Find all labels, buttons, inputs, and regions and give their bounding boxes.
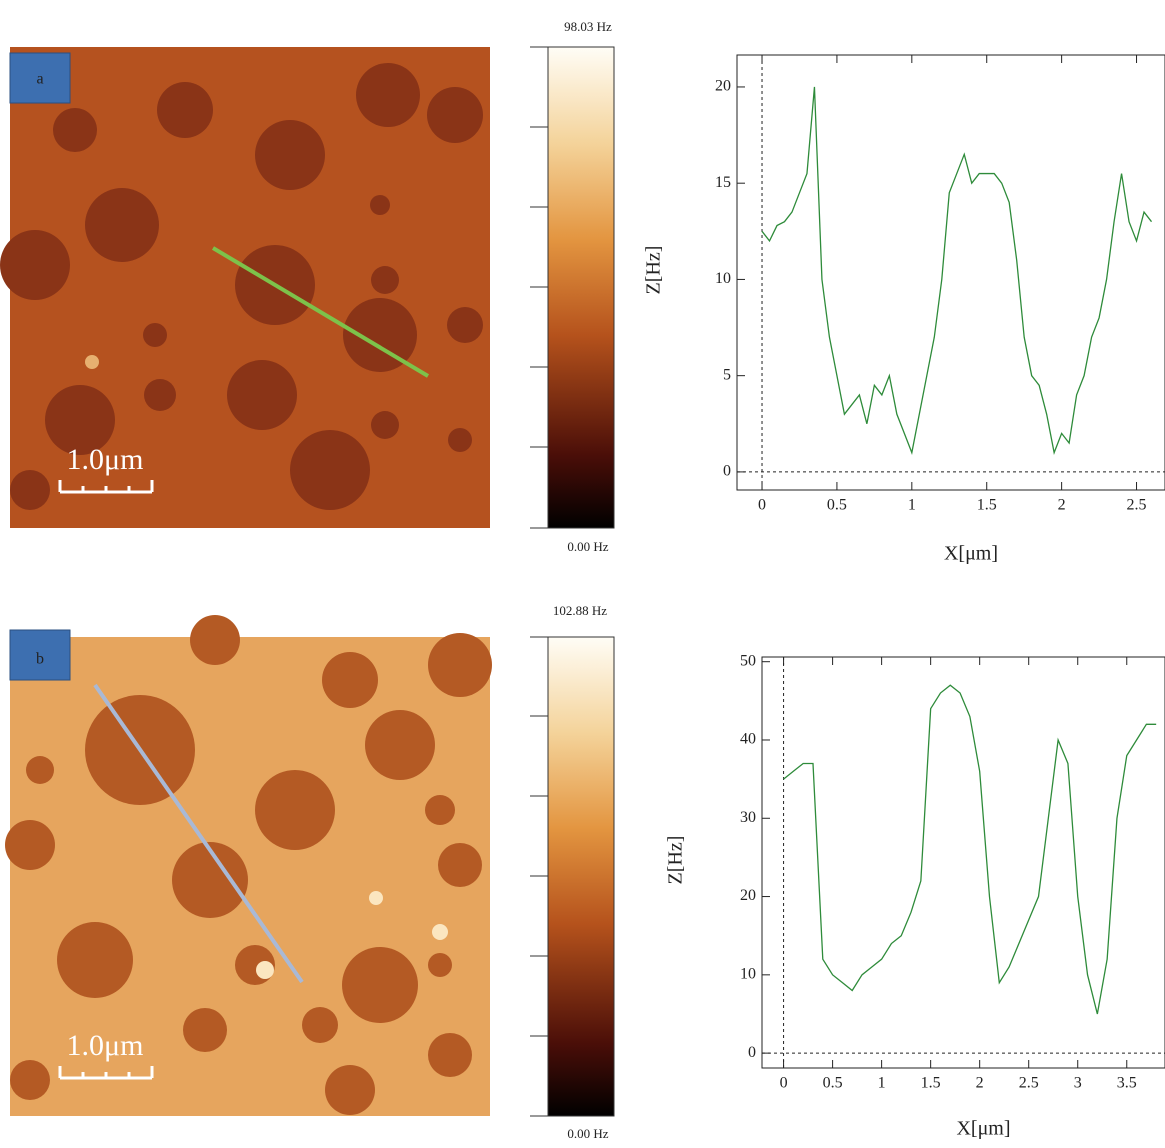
x-axis-label: X[μm] xyxy=(944,543,998,565)
x-tick-label: 2 xyxy=(976,1075,984,1092)
colorbar-min: 0.00 Hz xyxy=(567,539,608,554)
scale-bar-label: 1.0μm xyxy=(67,443,144,476)
scale-bar xyxy=(58,480,154,494)
y-tick-label: 0 xyxy=(748,1044,756,1061)
x-tick-label: 0 xyxy=(780,1075,788,1092)
panel-label-box xyxy=(9,52,71,104)
y-tick-label: 20 xyxy=(715,78,731,95)
panel-label: a xyxy=(36,71,43,88)
panel-label: b xyxy=(36,651,44,668)
x-tick-label: 1.5 xyxy=(977,497,997,514)
colorbar-ticks xyxy=(530,636,548,1117)
panel-label-box xyxy=(9,629,71,681)
x-tick-label: 3.5 xyxy=(1117,1075,1137,1092)
y-tick-label: 50 xyxy=(740,652,756,669)
profile-line xyxy=(761,86,1153,455)
colorbar-ticks xyxy=(530,46,548,529)
y-axis-label: Z[Hz] xyxy=(665,836,687,885)
profile-line xyxy=(783,684,1157,1015)
colorbar xyxy=(547,46,615,529)
x-tick-label: 1.5 xyxy=(921,1075,941,1092)
scale-bar xyxy=(58,1066,154,1080)
colorbar-max: 98.03 Hz xyxy=(564,19,612,34)
x-tick-label: 1 xyxy=(908,497,916,514)
y-tick-label: 0 xyxy=(723,463,731,480)
afm-image-a xyxy=(0,47,490,528)
plot-frame xyxy=(736,54,1165,491)
y-tick-label: 40 xyxy=(740,731,756,748)
y-tick-label: 10 xyxy=(715,270,731,287)
y-tick-label: 10 xyxy=(740,966,756,983)
x-axis-label: X[μm] xyxy=(956,1118,1010,1140)
x-tick-label: 1 xyxy=(878,1075,886,1092)
colorbar-max: 102.88 Hz xyxy=(553,603,607,618)
y-tick-label: 15 xyxy=(715,174,731,191)
x-tick-label: 0 xyxy=(758,497,766,514)
x-tick-label: 2.5 xyxy=(1127,497,1147,514)
x-tick-label: 3 xyxy=(1074,1075,1082,1092)
x-tick-label: 0.5 xyxy=(823,1075,843,1092)
afm-image-b xyxy=(5,615,492,1116)
y-tick-label: 20 xyxy=(740,887,756,904)
scale-bar-label: 1.0μm xyxy=(67,1029,144,1062)
y-tick-label: 5 xyxy=(723,366,731,383)
x-tick-label: 0.5 xyxy=(827,497,847,514)
plot-frame xyxy=(761,656,1165,1069)
colorbar xyxy=(547,636,615,1117)
y-tick-label: 30 xyxy=(740,809,756,826)
x-tick-label: 2.5 xyxy=(1019,1075,1039,1092)
colorbar-min: 0.00 Hz xyxy=(567,1126,608,1141)
y-axis-label: Z[Hz] xyxy=(643,246,665,295)
x-tick-label: 2 xyxy=(1058,497,1066,514)
